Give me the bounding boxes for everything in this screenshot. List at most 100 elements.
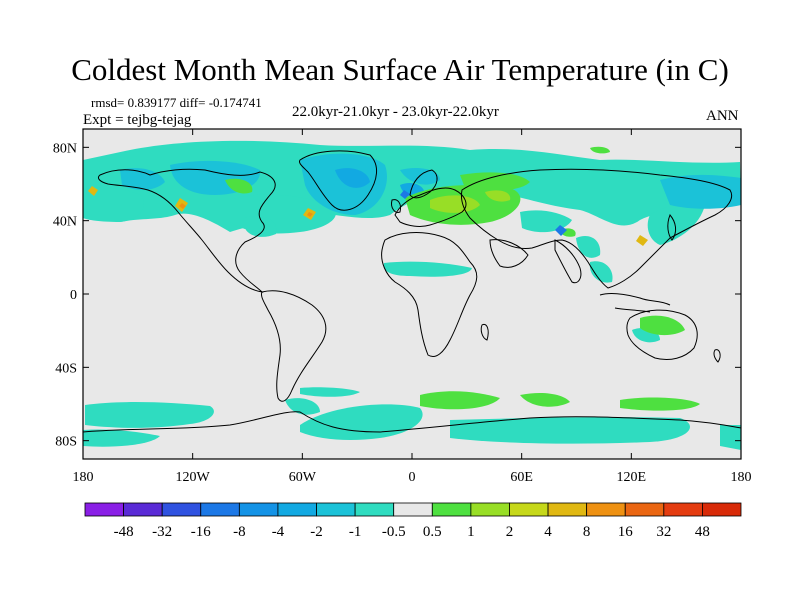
colorbar-label: -8: [233, 524, 246, 540]
lat-axis: 80N 40N 0 40S 80S: [53, 141, 741, 450]
colorbar-label: -2: [310, 524, 323, 540]
coast-europe: [394, 187, 467, 227]
stats-line: rmsd= 0.839177 diff= -0.174741: [91, 95, 262, 110]
colorbar-swatch: [354, 502, 395, 517]
lon-tick-label: 60W: [289, 470, 317, 485]
colorbar-swatch: [509, 502, 549, 517]
colorbar-label: 8: [583, 524, 591, 540]
anomaly-atlantic-core: [307, 212, 313, 217]
coast-north-america: [97, 168, 276, 293]
colorbar-swatch: [123, 502, 163, 517]
coast-australia: [626, 309, 698, 361]
colorbar-swatch: [200, 502, 240, 517]
anomaly-warm-moderate: [430, 190, 511, 213]
colorbar-label: 0.5: [423, 524, 442, 540]
colorbar-swatch: [316, 502, 356, 517]
colorbar-label: -0.5: [382, 524, 406, 540]
lon-axis: 180 120W 60W 0 60E 120E 180: [73, 129, 752, 485]
colorbar-swatch: [161, 502, 202, 517]
anomaly-southern-ocean-warm: [620, 397, 700, 411]
experiment-label: Expt = tejbg-tejag: [83, 112, 192, 128]
anomaly-indian-ocean-south: [520, 392, 570, 407]
coast-africa: [381, 232, 478, 357]
colorbar-swatch: [277, 502, 317, 517]
coast-south-america: [261, 290, 327, 402]
lat-tick-label: 40S: [55, 361, 77, 376]
colorbar-swatch: [663, 502, 703, 517]
colorbar-swatch: [702, 502, 742, 517]
lon-tick-label: 120E: [617, 470, 647, 485]
anomaly-greenland: [300, 153, 387, 215]
coast-asia: [461, 168, 733, 289]
coast-indonesia: [599, 293, 671, 313]
colorbar-swatch: [547, 502, 588, 517]
coast-india: [554, 239, 582, 284]
anomaly-japan: [647, 203, 705, 245]
colorbar-swatch: [84, 502, 124, 517]
colorbar-label: 16: [618, 524, 634, 540]
lat-tick-label: 80N: [53, 141, 77, 156]
colorbar-label: -32: [152, 524, 172, 540]
lon-tick-label: 180: [73, 470, 94, 485]
lat-tick-label: 0: [70, 288, 77, 303]
colorbar: -48 -32 -16 -8 -4 -2 -1 -0.5 0.5 1 2 4 8 16 32 48: [84, 502, 742, 540]
anomaly-indochina: [589, 261, 613, 283]
anomaly-greenland-core: [335, 168, 370, 188]
colorbar-swatch: [393, 502, 433, 517]
colorbar-swatch: [238, 502, 279, 517]
anomaly-india: [576, 235, 601, 258]
period-label: 22.0kyr-21.0kyr - 23.0kyr-22.0kyr: [292, 104, 499, 120]
anomaly-rockies-core: [179, 203, 186, 209]
colorbar-label: 48: [695, 524, 710, 540]
colorbar-label: -16: [191, 524, 211, 540]
coast-arabia: [489, 239, 529, 268]
anomaly-north-scandinavia: [400, 168, 440, 185]
anomaly-gulf: [245, 215, 277, 237]
anomaly-southern-ocean-2: [450, 417, 690, 444]
map-title: Coldest Month Mean Surface Air Temperatu…: [71, 52, 729, 87]
coast-new-zealand: [713, 349, 721, 363]
anomaly-australia: [640, 315, 685, 336]
anomaly-nw-pacific: [660, 174, 741, 209]
colorbar-label: -4: [272, 524, 285, 540]
anomaly-canada-warm: [225, 178, 253, 194]
lat-tick-label: 40N: [53, 215, 77, 230]
anomaly-south-atlantic: [420, 391, 500, 410]
coast-antarctica: [83, 411, 741, 433]
coast-uk: [391, 199, 401, 213]
lat-tick-label: 80S: [55, 435, 77, 450]
lon-tick-label: 180: [731, 470, 752, 485]
anomaly-west-russia: [485, 190, 511, 202]
colorbar-label: 4: [544, 524, 552, 540]
colorbar-label: -48: [114, 524, 134, 540]
anomaly-siberia-warm: [460, 172, 530, 191]
colorbar-label: 1: [467, 524, 475, 540]
anomaly-himalaya-spot: [555, 225, 567, 236]
anomaly-north-africa: [383, 261, 472, 277]
colorbar-swatch: [624, 502, 665, 517]
season-label: ANN: [706, 108, 739, 124]
anomaly-warm-very-strong: [179, 203, 313, 217]
anomaly-alaska-spot: [88, 186, 98, 196]
anomaly-antarctic-east: [720, 425, 741, 450]
anomaly-north-pacific-west: [83, 187, 144, 222]
anomaly-southern-ocean-1: [85, 402, 214, 428]
lon-tick-label: 60E: [510, 470, 533, 485]
coast-madagascar: [480, 323, 489, 341]
anomaly-china-spot: [636, 235, 648, 246]
coastlines: [83, 150, 741, 433]
colorbar-swatch: [586, 502, 626, 517]
lon-tick-label: 120W: [176, 470, 211, 485]
colorbar-swatch: [431, 502, 472, 517]
anomaly-weddell: [285, 398, 320, 415]
colorbar-label: 2: [506, 524, 514, 540]
lon-tick-label: 0: [409, 470, 416, 485]
colorbar-swatch: [470, 502, 510, 517]
anomaly-field: [83, 140, 741, 450]
anomaly-baltic-spot: [400, 190, 410, 199]
colorbar-label: -1: [349, 524, 362, 540]
anomaly-east-europe: [430, 195, 480, 213]
anomaly-cold-spot: [400, 190, 567, 236]
anomaly-antarctic-coast: [83, 429, 160, 447]
